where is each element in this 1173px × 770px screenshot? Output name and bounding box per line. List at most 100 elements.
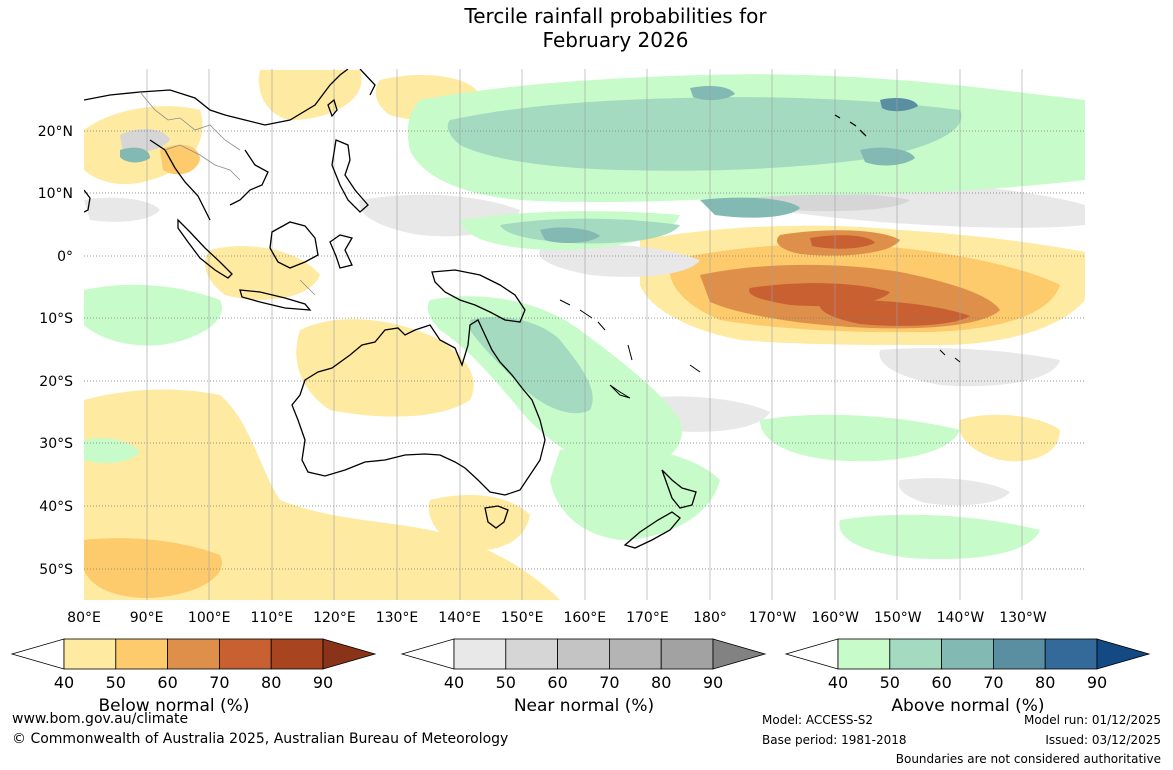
map-field	[84, 69, 1085, 600]
title-line-2: February 2026	[542, 28, 689, 52]
colorbar-extend-low	[10, 638, 65, 670]
colorbar-segment	[167, 638, 220, 670]
issued-text: Issued: 03/12/2025	[1045, 733, 1161, 747]
colorbar-extend-high	[322, 638, 377, 670]
colorbar-segment	[609, 638, 662, 670]
colorbar-segment	[557, 638, 610, 670]
colorbar-label-above: Above normal (%)	[891, 696, 1045, 716]
colorbar-segment	[63, 638, 117, 670]
colorbar-tick-label: 60	[931, 673, 951, 692]
boundaries-text: Boundaries are not considered authoritat…	[895, 752, 1161, 766]
longitude-label: 80°E	[67, 610, 101, 626]
colorbar-segment	[941, 638, 994, 670]
colorbar-extend-low	[784, 638, 839, 670]
colorbar-label-below: Below normal (%)	[98, 696, 250, 716]
colorbar-extend-high	[712, 638, 767, 670]
above-normal-regions	[84, 74, 1085, 560]
longitude-label: 120°E	[313, 610, 356, 626]
colorbar-tick-label: 70	[209, 673, 229, 692]
colorbar-tick-label: 40	[828, 673, 848, 692]
colorbar-tick-label: 70	[983, 673, 1003, 692]
japan-fragment	[359, 69, 376, 96]
colorbar-tick-label: 50	[880, 673, 900, 692]
colorbar-tick-label: 60	[547, 673, 567, 692]
colorbar-segment	[889, 638, 942, 670]
colorbar-label-near: Near normal (%)	[513, 696, 655, 716]
colorbar-extend-high	[1096, 638, 1151, 670]
latitude-label: 20°S	[39, 374, 73, 390]
below-normal-regions	[84, 70, 1085, 600]
colorbar-tick-label: 40	[54, 673, 74, 692]
colorbar-extend-low	[400, 638, 455, 670]
colorbar-near: 40 50 60 70 80 90	[400, 638, 767, 692]
rainfall-map: 20°N 10°N 0° 10°S 20°S 30°S 40°S 50°S 80°E 90°E 1…	[10, 69, 1151, 692]
model-run-text: Model run: 01/12/2025	[1023, 713, 1161, 727]
australia-coast	[291, 319, 546, 496]
pacific-islands	[559, 299, 961, 399]
longitude-label: 90°E	[130, 610, 164, 626]
longitude-label: 180°	[693, 610, 727, 626]
longitude-label: 130°E	[376, 610, 419, 626]
longitude-label: 170°E	[626, 610, 669, 626]
colorbar-tick-label: 80	[1035, 673, 1055, 692]
map-title: Tercile rainfall probabilities for Febru…	[0, 4, 1173, 52]
longitude-label: 110°E	[251, 610, 294, 626]
graticule	[84, 130, 1085, 570]
colorbar-segment	[453, 638, 507, 670]
colorbar-segment	[218, 638, 272, 670]
longitude-label: 130°W	[999, 610, 1047, 626]
longitude-label: 150°W	[874, 610, 922, 626]
country-borders	[139, 91, 316, 296]
borneo-coast	[269, 221, 319, 269]
longitude-label: 140°W	[937, 610, 985, 626]
base-period-text: Base period: 1981-2018	[762, 733, 907, 747]
colorbar-tick-label: 90	[703, 673, 723, 692]
latitude-label: 30°S	[39, 436, 73, 452]
new-zealand-south	[623, 511, 681, 549]
colorbar-tick-label: 80	[261, 673, 281, 692]
colorbar-tick-label: 50	[106, 673, 126, 692]
longitude-label: 160°W	[811, 610, 859, 626]
longitude-label: 160°E	[564, 610, 607, 626]
java-coast	[239, 289, 312, 311]
colorbar-tick-label: 90	[313, 673, 333, 692]
colorbar-segment	[993, 638, 1046, 670]
latitude-label: 0°	[57, 249, 73, 265]
new-guinea-coast	[431, 269, 526, 323]
colorbar-below: 40 50 60 70 80 90	[10, 638, 377, 692]
sri-lanka	[84, 189, 91, 213]
latitude-label: 10°S	[39, 311, 73, 327]
latitude-label: 50°S	[39, 562, 73, 578]
longitude-label: 100°E	[188, 610, 231, 626]
latitude-label: 20°N	[38, 124, 73, 140]
latitude-label: 10°N	[38, 186, 73, 202]
below-normal-strong	[84, 144, 1060, 598]
colorbar-segment	[270, 638, 324, 670]
colorbars: 40 50 60 70 80 90 40 50 60 70 80 90 40 50 60 70 80 90	[10, 638, 1151, 692]
longitude-label: 150°E	[501, 610, 544, 626]
coastlines	[84, 69, 867, 549]
colorbar-segment	[505, 638, 558, 670]
colorbar-tick-label: 50	[496, 673, 516, 692]
sumatra-coast	[177, 218, 233, 279]
colorbar-segment	[837, 638, 891, 670]
colorbar-tick-label: 90	[1087, 673, 1107, 692]
title-line-1: Tercile rainfall probabilities for	[464, 4, 767, 28]
sulawesi-coast	[329, 234, 353, 269]
colorbar-tick-label: 80	[651, 673, 671, 692]
new-zealand-north	[661, 469, 697, 509]
hawaii	[834, 114, 867, 137]
colorbar-segment	[115, 638, 169, 670]
longitude-label: 170°W	[749, 610, 797, 626]
colorbar-above: 40 50 60 70 80 90	[784, 638, 1151, 692]
colorbar-tick-label: 70	[599, 673, 619, 692]
colorbar-tick-label: 40	[444, 673, 464, 692]
philippines-coast	[331, 139, 369, 213]
tasmania-coast	[484, 505, 509, 529]
colorbar-segment	[1044, 638, 1098, 670]
copyright-text: © Commonwealth of Australia 2025, Austra…	[12, 731, 509, 747]
website-link[interactable]: www.bom.gov.au/climate	[12, 711, 189, 727]
colorbar-tick-label: 60	[157, 673, 177, 692]
model-text: Model: ACCESS-S2	[762, 713, 874, 727]
latitude-label: 40°S	[39, 499, 73, 515]
